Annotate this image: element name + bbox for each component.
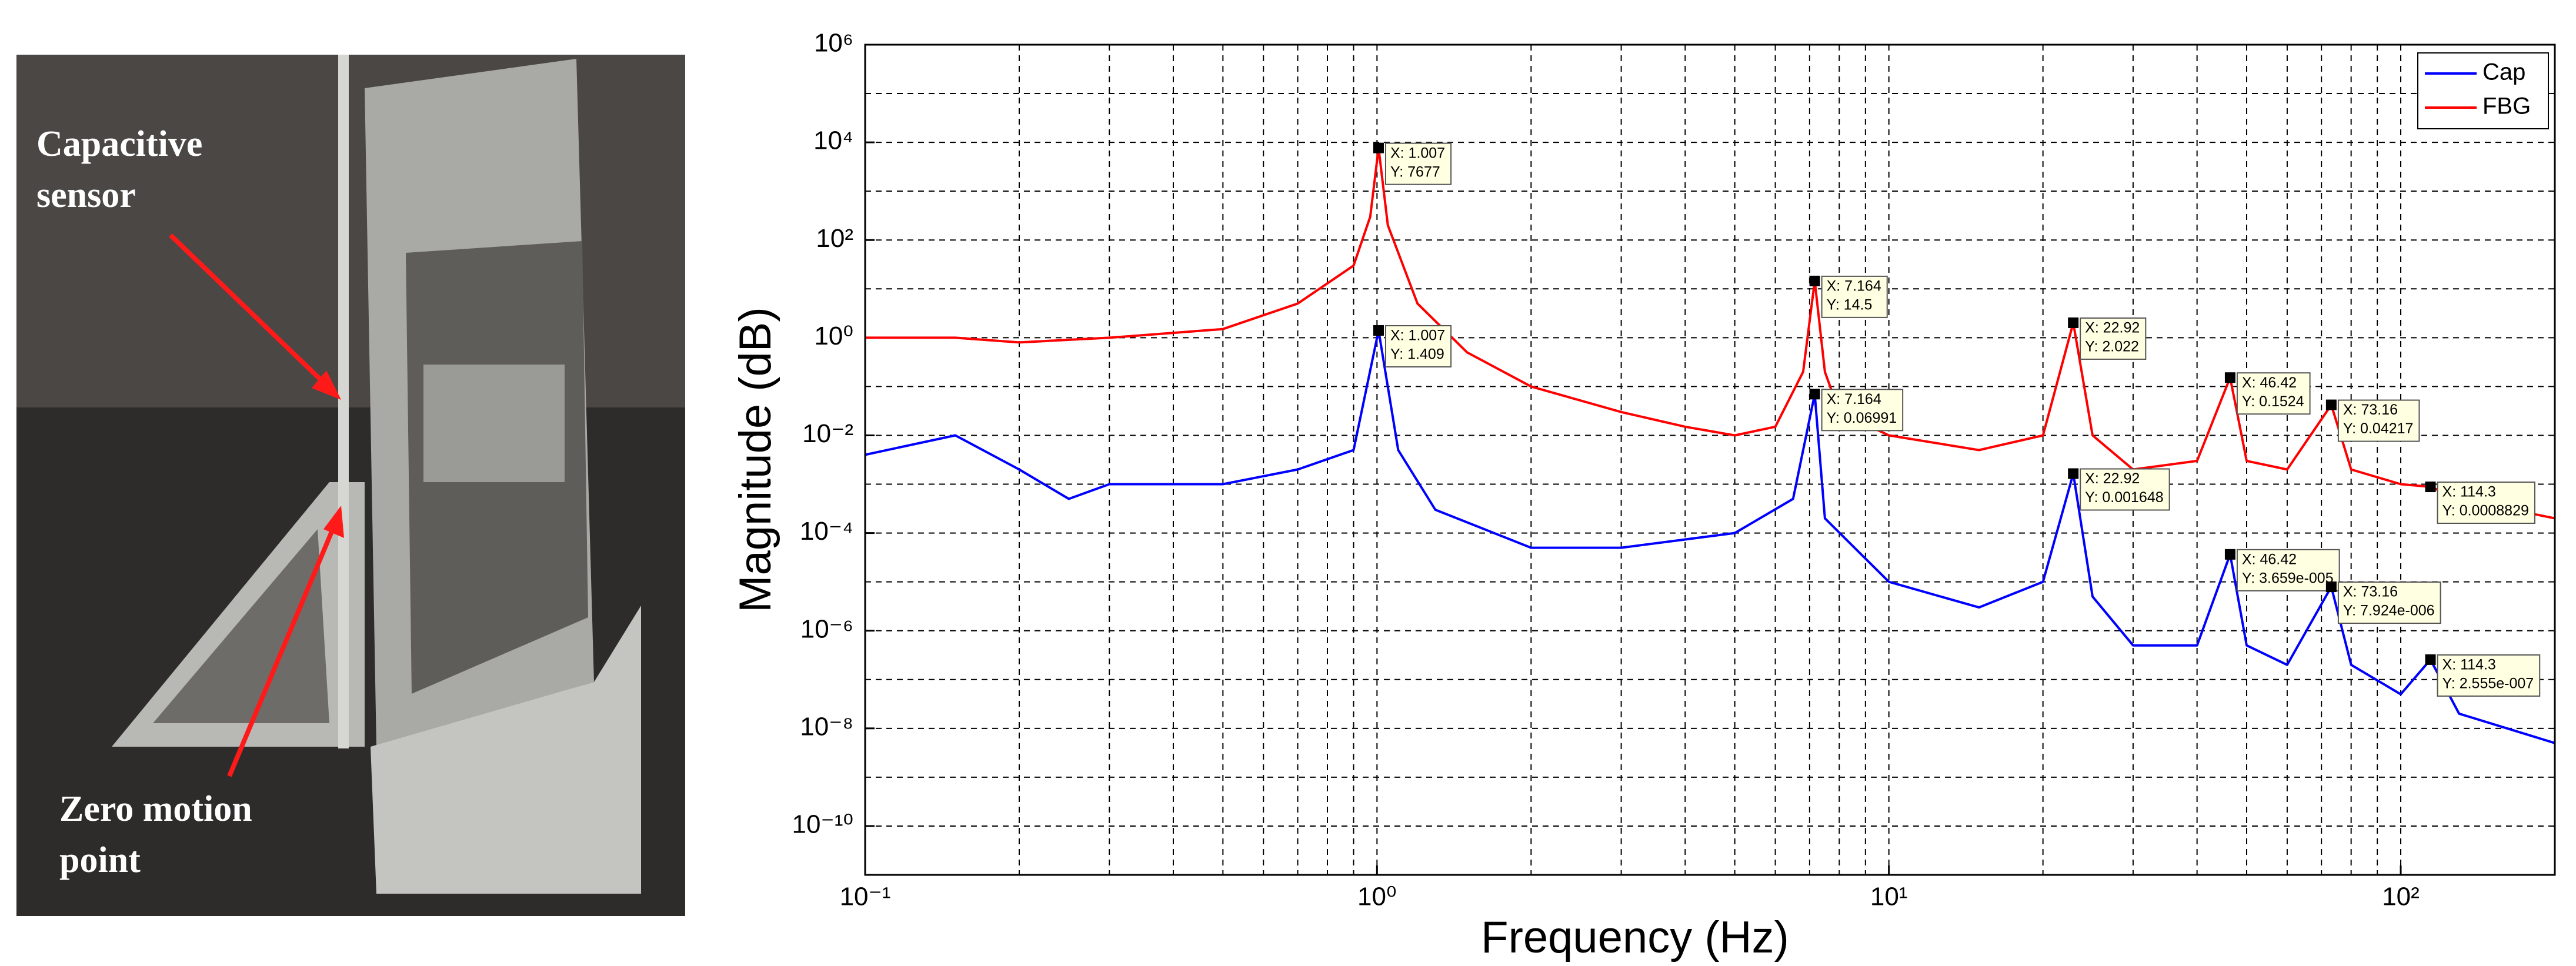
data-tip-y: Y: 2.022 [2085,339,2139,355]
data-tip-box [2236,372,2311,415]
data-tip-x: X: 22.92 [2085,320,2140,336]
plot: Frequency (Hz) Magnitude (dB) 10⁻¹ 10⁰ 10¹… [730,29,2556,962]
x-axis-label: Frequency (Hz) [1481,912,1789,962]
photo-label: point [59,840,141,880]
y-tick-label: 10⁻⁸ [800,712,853,741]
data-tip-x: X: 114.3 [2442,484,2496,500]
base-block [371,606,641,894]
data-tip-box [2080,468,2170,511]
data-tip-box [1384,325,1452,367]
data-tip-x: X: 7.164 [1827,391,1881,407]
data-tip-y: Y: 3.659e-005 [2242,570,2334,586]
data-tip-y: Y: 0.06991 [1827,410,1897,426]
data-tip-box [2437,654,2541,697]
data-tip-marker [1373,142,1384,153]
data-tip-y: Y: 0.04217 [2343,420,2414,437]
y-tick-label: 10⁻⁶ [800,614,853,643]
y-tick-label: 10⁴ [813,126,853,155]
data-tip-box [2337,581,2441,624]
legend-label: FBG [2482,93,2531,119]
y-tick-label: 10⁻¹⁰ [792,810,853,839]
x-tick-label: 10⁰ [1357,883,1397,911]
data-tip-y: Y: 7.924e-006 [2343,603,2435,619]
data-tip-x: X: 46.42 [2242,375,2297,391]
y-tick-label: 10⁰ [814,322,853,350]
data-tip-marker [2325,399,2337,410]
data-tip-marker [2068,317,2079,328]
series-line [865,329,2555,744]
data-tip-marker [2224,372,2235,383]
data-tip-y: Y: 0.0008829 [2442,503,2529,519]
data-tip-x: X: 22.92 [2085,470,2140,487]
data-tip-x: X: 73.16 [2343,402,2398,418]
data-tip-y: Y: 0.1524 [2242,393,2304,410]
data-tip-marker [2068,468,2079,479]
data-tip-x: X: 1.007 [1390,145,1445,161]
data-tip-marker [1809,275,1820,286]
x-tick-label: 10¹ [1870,883,1908,911]
data-tip-y: Y: 2.555e-007 [2442,676,2534,692]
data-tip-y: Y: 14.5 [1827,297,1873,313]
photo-label: sensor [36,175,136,215]
photo-backdrop [16,55,685,407]
data-tip-x: X: 114.3 [2442,657,2496,673]
data-tip-box [2337,399,2420,442]
capacitive-sensor-plate [338,55,349,748]
x-tick-label: 10² [2382,883,2420,911]
y-tick-label: 10⁻² [802,419,853,448]
data-tip-marker [2224,549,2235,560]
data-tip-x: X: 46.42 [2242,551,2297,567]
data-tip-x: X: 1.007 [1390,327,1445,344]
y-axis-label: Magnitude (dB) [730,307,780,613]
arrow-head [323,506,344,538]
data-tip-y: Y: 7677 [1390,163,1440,180]
data-tip-marker [1373,325,1384,336]
data-tip-y: Y: 1.409 [1390,346,1444,363]
data-tip-y: Y: 0.001648 [2085,489,2163,506]
data-tip-box [1384,142,1452,185]
data-tip-box [1821,275,1888,318]
arrow [227,522,338,777]
y-tick-label: 10² [816,224,853,253]
data-tip-marker [2425,482,2436,493]
legend-box [2417,52,2549,129]
data-tip-x: X: 73.16 [2343,584,2398,600]
data-tip-box [2080,317,2147,360]
data-tip-box [2437,482,2535,524]
x-tick-label: 10⁻¹ [840,883,891,911]
arrow-head [312,370,341,400]
bracket-hole [153,529,329,723]
legend-label: Cap [2482,59,2525,85]
data-tip-box [2236,549,2340,591]
photo: Capacitive sensor Zero motion point [16,55,685,916]
data-tip-marker [2325,581,2337,593]
data-tip-marker [2425,654,2436,665]
data-tip-box [1821,389,1904,432]
arrow [169,233,331,390]
y-tick-label: 10⁶ [814,29,853,58]
data-tip-marker [1809,389,1820,400]
screw [423,365,565,482]
plot-area [865,45,2555,875]
plot-frame [864,44,2556,876]
photo-label: Zero motion [59,789,252,829]
data-tip-x: X: 7.164 [1827,278,1881,295]
photo-label: Capacitive [36,124,202,164]
y-tick-label: 10⁻⁴ [800,517,853,546]
